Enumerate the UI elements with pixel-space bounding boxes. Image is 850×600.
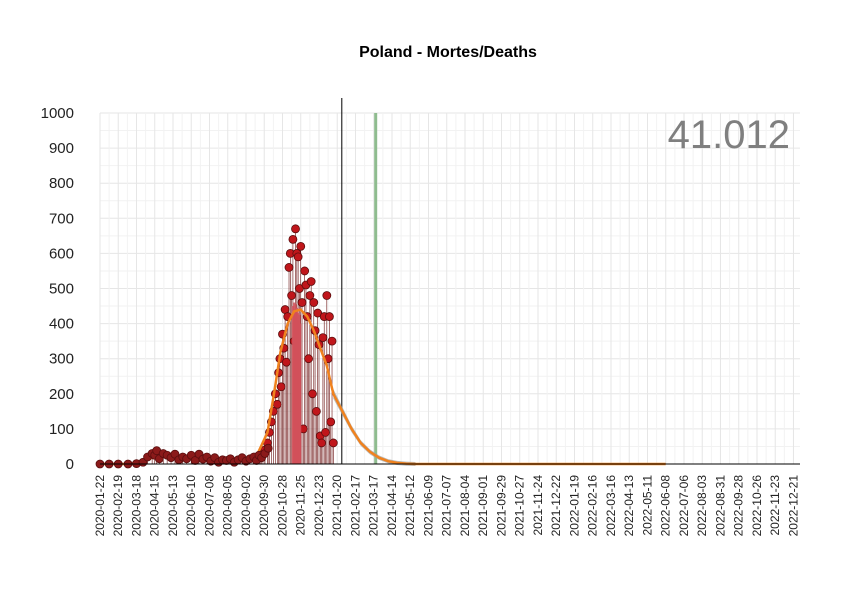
x-tick-label: 2020-02-19 — [111, 475, 125, 537]
x-tick-label: 2021-09-29 — [495, 475, 509, 537]
x-tick-label: 2020-07-08 — [203, 475, 217, 537]
daily-deaths-point — [327, 336, 337, 346]
x-tick-labels: 2020-01-22 2020-02-19 2020-03-18 2020-04-15… — [93, 475, 801, 537]
daily-deaths-point — [328, 438, 338, 448]
y-tick-label: 800 — [49, 175, 74, 192]
x-tick-label: 2022-02-16 — [586, 475, 600, 537]
y-tick-label: 200 — [49, 386, 74, 403]
daily-deaths-point — [296, 241, 306, 251]
x-tick-label: 2020-04-15 — [148, 475, 162, 537]
y-tick-label: 0 — [66, 456, 74, 473]
y-tick-label: 100 — [49, 421, 74, 438]
daily-deaths-point — [291, 224, 300, 234]
daily-deaths-point — [309, 298, 319, 307]
x-tick-label: 2021-05-12 — [403, 475, 417, 537]
daily-deaths-point — [305, 291, 315, 300]
y-tick-label: 900 — [49, 140, 74, 157]
x-tick-label: 2021-01-20 — [330, 475, 344, 537]
y-tick-label: 1000 — [41, 105, 74, 122]
daily-deaths-point — [297, 298, 307, 307]
x-tick-label: 2021-06-09 — [422, 475, 436, 537]
y-tick-label: 400 — [49, 316, 74, 333]
x-tick-label: 2021-11-24 — [531, 475, 545, 536]
x-tick-label: 2020-03-18 — [130, 475, 144, 537]
x-tick-label: 2020-05-13 — [166, 475, 180, 537]
x-tick-label: 2020-09-02 — [239, 475, 253, 537]
daily-deaths-point — [326, 417, 336, 427]
x-tick-label: 2021-09-01 — [476, 475, 490, 537]
x-tick-label: 2022-01-19 — [568, 475, 582, 537]
deaths-bar — [298, 323, 302, 464]
x-tick-label: 2020-01-22 — [93, 475, 107, 537]
daily-deaths-point — [325, 312, 334, 321]
daily-deaths-point — [276, 382, 286, 392]
x-tick-label: 2021-02-17 — [349, 475, 363, 537]
data-marks — [95, 224, 666, 469]
y-tick-label: 500 — [49, 281, 74, 298]
x-tick-label: 2022-04-13 — [622, 475, 636, 537]
daily-deaths-point — [322, 291, 332, 300]
x-tick-label: 2022-06-08 — [659, 475, 673, 537]
x-tick-label: 2020-10-28 — [276, 475, 290, 537]
x-tick-label: 2021-03-17 — [367, 475, 381, 537]
daily-deaths-point — [321, 428, 330, 437]
x-tick-label: 2021-12-22 — [549, 475, 563, 537]
x-tick-label: 2021-10-27 — [513, 475, 527, 537]
x-tick-label: 2022-08-03 — [695, 475, 709, 537]
x-tick-label: 2022-12-21 — [787, 475, 801, 537]
daily-deaths-point — [311, 406, 321, 416]
x-tick-label: 2022-08-31 — [714, 475, 728, 537]
grid-lines — [99, 112, 800, 465]
daily-deaths-point — [263, 443, 273, 453]
x-tick-label: 2022-03-16 — [604, 475, 618, 537]
daily-deaths-point — [304, 354, 313, 364]
daily-deaths-point — [272, 399, 282, 409]
daily-deaths-point — [317, 438, 327, 448]
vertical-markers — [341, 98, 378, 464]
x-tick-label: 2020-09-30 — [257, 475, 271, 537]
y-tick-label: 700 — [49, 210, 74, 227]
x-tick-label: 2021-07-07 — [440, 475, 454, 537]
x-tick-label: 2022-09-28 — [732, 475, 746, 537]
daily-deaths-point — [306, 277, 316, 286]
x-tick-label: 2020-08-05 — [221, 475, 235, 537]
daily-deaths-point — [293, 252, 303, 262]
y-tick-label: 600 — [49, 245, 74, 262]
x-tick-label: 2020-12-23 — [312, 475, 326, 537]
y-tick-label: 300 — [49, 351, 74, 368]
daily-deaths-point — [284, 263, 294, 272]
x-tick-label: 2022-05-11 — [641, 475, 655, 536]
x-tick-label: 2022-11-23 — [768, 475, 782, 536]
daily-deaths-point — [318, 333, 328, 343]
x-tick-label: 2020-11-25 — [294, 475, 308, 536]
daily-deaths-point — [288, 234, 298, 244]
x-tick-label: 2021-08-04 — [458, 475, 472, 537]
x-tick-label: 2022-07-06 — [677, 475, 691, 537]
x-tick-label: 2020-06-10 — [184, 475, 198, 537]
chart-title: Poland - Mortes/Deaths — [359, 44, 537, 61]
total-deaths-label: 41.012 — [668, 113, 790, 157]
daily-deaths-point — [282, 357, 291, 367]
daily-deaths-point — [308, 389, 317, 399]
x-tick-label: 2021-04-14 — [385, 475, 399, 537]
daily-deaths-point — [300, 266, 310, 276]
y-tick-labels: 0 100 200 300 400 500 600 700 800 900 1000 — [41, 105, 74, 473]
x-tick-label: 2022-10-26 — [750, 475, 764, 537]
daily-deaths-point — [287, 291, 297, 300]
